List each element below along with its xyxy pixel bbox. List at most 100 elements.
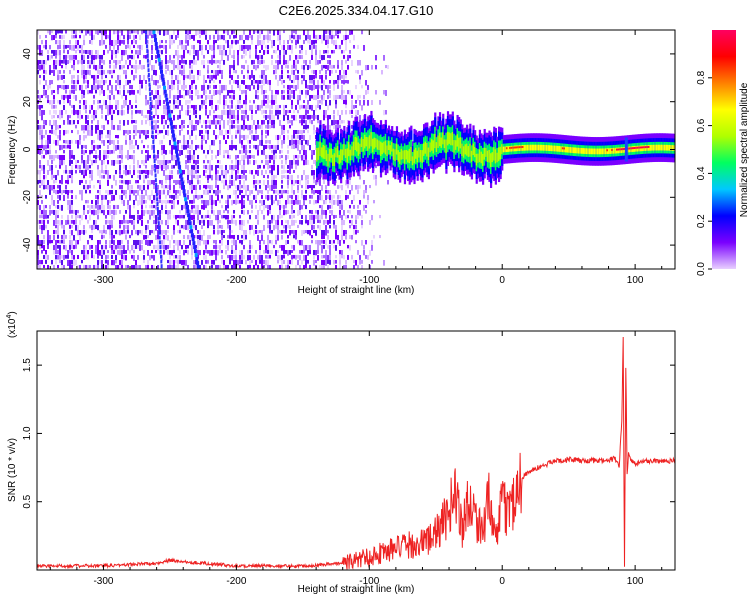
noise-cell — [349, 90, 351, 95]
noise-cell — [169, 190, 171, 194]
noise-cell — [39, 190, 41, 196]
noise-cell — [177, 55, 179, 61]
noise-cell — [165, 110, 167, 116]
noise-cell — [293, 115, 295, 121]
noise-cell — [251, 40, 253, 45]
noise-cell — [105, 165, 107, 170]
band-cell — [424, 141, 427, 154]
noise-cell — [85, 265, 87, 269]
noise-cell — [125, 140, 127, 145]
noise-cell — [217, 115, 219, 119]
noise-cell — [177, 220, 179, 226]
noise-cell — [179, 240, 181, 246]
noise-cell — [165, 30, 167, 36]
noise-cell — [57, 170, 59, 176]
noise-cell — [205, 170, 207, 174]
noise-cell — [233, 55, 235, 60]
noise-cell — [93, 140, 95, 144]
noise-cell — [341, 250, 343, 255]
noise-cell — [183, 215, 185, 219]
trace-cell — [172, 137, 176, 142]
noise-cell — [259, 165, 261, 169]
noise-cell — [289, 45, 291, 50]
noise-cell — [185, 250, 187, 254]
noise-cell — [287, 90, 289, 95]
noise-cell — [243, 205, 245, 209]
noise-cell — [345, 195, 347, 201]
noise-cell — [107, 140, 109, 144]
noise-cell — [225, 265, 227, 269]
noise-cell — [279, 195, 281, 199]
noise-cell — [249, 255, 251, 261]
noise-cell — [161, 60, 163, 66]
noise-cell — [247, 70, 249, 74]
noise-cell — [41, 40, 43, 45]
noise-cell — [209, 175, 211, 179]
noise-cell — [111, 190, 113, 195]
noise-cell — [257, 220, 259, 225]
noise-cell — [207, 215, 209, 219]
noise-cell — [291, 180, 293, 185]
noise-cell — [101, 245, 103, 250]
noise-cell — [225, 150, 227, 154]
noise-cell — [267, 145, 269, 149]
noise-cell — [103, 205, 105, 210]
noise-cell — [43, 220, 45, 226]
noise-cell — [143, 55, 145, 59]
noise-cell — [133, 250, 135, 254]
noise-cell — [187, 105, 189, 110]
noise-cell — [219, 225, 221, 229]
noise-cell — [109, 135, 111, 141]
noise-cell — [243, 220, 245, 226]
band-cell — [394, 149, 397, 161]
noise-cell — [45, 150, 47, 155]
noise-cell — [181, 85, 183, 90]
noise-cell — [271, 90, 273, 95]
noise-cell — [317, 85, 319, 91]
noise-cell — [71, 120, 73, 126]
noise-cell — [291, 50, 293, 54]
noise-cell — [91, 40, 93, 45]
noise-cell — [303, 115, 305, 120]
noise-cell — [77, 120, 79, 125]
noise-cell — [335, 200, 337, 205]
noise-cell — [299, 95, 301, 101]
noise-cell — [231, 175, 233, 180]
noise-cell — [187, 30, 189, 36]
noise-cell — [195, 145, 197, 151]
noise-cell — [61, 110, 63, 115]
noise-cell — [91, 85, 93, 91]
noise-cell — [45, 260, 47, 264]
noise-cell — [235, 190, 237, 195]
noise-cell — [243, 45, 245, 50]
noise-cell — [273, 190, 275, 194]
noise-cell — [355, 110, 357, 115]
noise-cell — [181, 170, 183, 175]
noise-cell — [291, 65, 293, 70]
noise-cell — [281, 155, 283, 159]
noise-cell — [91, 205, 93, 209]
noise-cell — [211, 260, 213, 265]
noise-cell — [337, 30, 339, 35]
noise-cell — [131, 245, 133, 251]
noise-cell — [249, 105, 251, 111]
trace-cell — [175, 149, 179, 154]
noise-cell — [293, 200, 295, 206]
noise-cell — [51, 105, 53, 109]
noise-cell — [43, 215, 45, 220]
noise-cell — [229, 35, 231, 39]
noise-cell — [57, 100, 59, 104]
noise-cell — [319, 105, 321, 110]
noise-cell — [209, 185, 211, 190]
noise-cell — [179, 215, 181, 219]
noise-cell — [37, 105, 39, 109]
noise-cell — [223, 105, 225, 110]
noise-cell — [311, 40, 313, 45]
noise-cell — [201, 105, 203, 109]
noise-cell — [117, 90, 119, 95]
noise-cell — [45, 145, 47, 150]
noise-cell — [111, 70, 113, 74]
noise-cell — [117, 145, 119, 150]
noise-cell — [153, 195, 155, 201]
noise-cell — [301, 105, 303, 109]
